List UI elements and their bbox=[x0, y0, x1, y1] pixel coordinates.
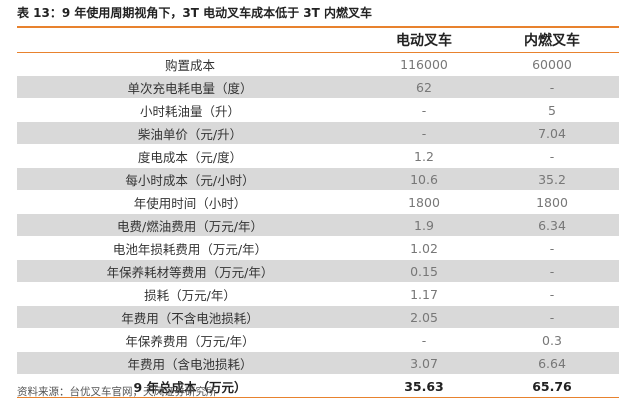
ice-value: 60000 bbox=[485, 52, 619, 76]
table-row: 损耗（万元/年） 1.17 - bbox=[17, 282, 619, 306]
row-label: 年费用（不含电池损耗） bbox=[17, 305, 363, 329]
header-electric-forklift: 电动叉车 bbox=[363, 28, 485, 53]
table-row: 电池年损耗费用（万元/年） 1.02 - bbox=[17, 236, 619, 260]
row-label: 小时耗油量（升） bbox=[17, 98, 363, 122]
electric-value: 0.15 bbox=[363, 259, 485, 283]
table-row: 柴油单价（元/升） - 7.04 bbox=[17, 121, 619, 145]
ice-value: 5 bbox=[485, 98, 619, 122]
header-ice-forklift: 内燃叉车 bbox=[485, 28, 619, 53]
ice-value: - bbox=[485, 305, 619, 329]
row-label: 电池年损耗费用（万元/年） bbox=[17, 236, 363, 260]
row-label: 度电成本（元/度） bbox=[17, 144, 363, 168]
ice-value: 1800 bbox=[485, 190, 619, 214]
electric-value: - bbox=[363, 98, 485, 122]
source-note: 资料来源：台优叉车官网，天风证券研究所 bbox=[17, 386, 217, 398]
row-label: 购置成本 bbox=[17, 52, 363, 76]
table-row: 年费用（含电池损耗） 3.07 6.64 bbox=[17, 351, 619, 375]
ice-value: 0.3 bbox=[485, 328, 619, 352]
row-label: 单次充电耗电量（度） bbox=[17, 75, 363, 99]
row-label: 损耗（万元/年） bbox=[17, 282, 363, 306]
total-row: 9 年总成本（万元） 35.63 65.76 bbox=[17, 374, 619, 398]
ice-value: - bbox=[485, 75, 619, 99]
header-label-column bbox=[17, 28, 363, 53]
row-label: 年保养耗材等费用（万元/年） bbox=[17, 259, 363, 283]
table-row: 年费用（不含电池损耗） 2.05 - bbox=[17, 305, 619, 329]
electric-value: 1.02 bbox=[363, 236, 485, 260]
ice-value: 6.34 bbox=[485, 213, 619, 237]
electric-value: 62 bbox=[363, 75, 485, 99]
electric-value: 3.07 bbox=[363, 351, 485, 375]
electric-value: 116000 bbox=[363, 52, 485, 76]
row-label: 电费/燃油费用（万元/年） bbox=[17, 213, 363, 237]
ice-value: - bbox=[485, 236, 619, 260]
electric-value: 1.2 bbox=[363, 144, 485, 168]
row-label: 柴油单价（元/升） bbox=[17, 121, 363, 145]
row-label: 年保养费用（万元/年） bbox=[17, 328, 363, 352]
table-row: 单次充电耗电量（度） 62 - bbox=[17, 75, 619, 99]
table-row: 购置成本 116000 60000 bbox=[17, 52, 619, 76]
electric-value: 1800 bbox=[363, 190, 485, 214]
row-label: 年费用（含电池损耗） bbox=[17, 351, 363, 375]
total-electric-value: 35.63 bbox=[363, 374, 485, 398]
electric-value: - bbox=[363, 121, 485, 145]
cost-comparison-table: 电动叉车 内燃叉车 购置成本 116000 60000 单次充电耗电量（度） 6… bbox=[17, 28, 619, 398]
table-row: 年保养费用（万元/年） - 0.3 bbox=[17, 328, 619, 352]
total-ice-value: 65.76 bbox=[485, 374, 619, 398]
electric-value: 2.05 bbox=[363, 305, 485, 329]
table-header-row: 电动叉车 内燃叉车 bbox=[17, 28, 619, 53]
table-row: 每小时成本（元/小时） 10.6 35.2 bbox=[17, 167, 619, 191]
row-label: 年使用时间（小时） bbox=[17, 190, 363, 214]
electric-value: 1.9 bbox=[363, 213, 485, 237]
ice-value: - bbox=[485, 144, 619, 168]
electric-value: 10.6 bbox=[363, 167, 485, 191]
ice-value: 35.2 bbox=[485, 167, 619, 191]
row-label: 每小时成本（元/小时） bbox=[17, 167, 363, 191]
table-title: 表 13：9 年使用周期视角下，3T 电动叉车成本低于 3T 内燃叉车 bbox=[17, 6, 373, 20]
ice-value: - bbox=[485, 282, 619, 306]
table-row: 小时耗油量（升） - 5 bbox=[17, 98, 619, 122]
ice-value: - bbox=[485, 259, 619, 283]
table-row: 电费/燃油费用（万元/年） 1.9 6.34 bbox=[17, 213, 619, 237]
title-divider bbox=[17, 26, 619, 28]
ice-value: 6.64 bbox=[485, 351, 619, 375]
table-row: 年保养耗材等费用（万元/年） 0.15 - bbox=[17, 259, 619, 283]
electric-value: - bbox=[363, 328, 485, 352]
ice-value: 7.04 bbox=[485, 121, 619, 145]
electric-value: 1.17 bbox=[363, 282, 485, 306]
table-row: 度电成本（元/度） 1.2 - bbox=[17, 144, 619, 168]
table-row: 年使用时间（小时） 1800 1800 bbox=[17, 190, 619, 214]
total-label: 9 年总成本（万元） bbox=[17, 374, 363, 398]
